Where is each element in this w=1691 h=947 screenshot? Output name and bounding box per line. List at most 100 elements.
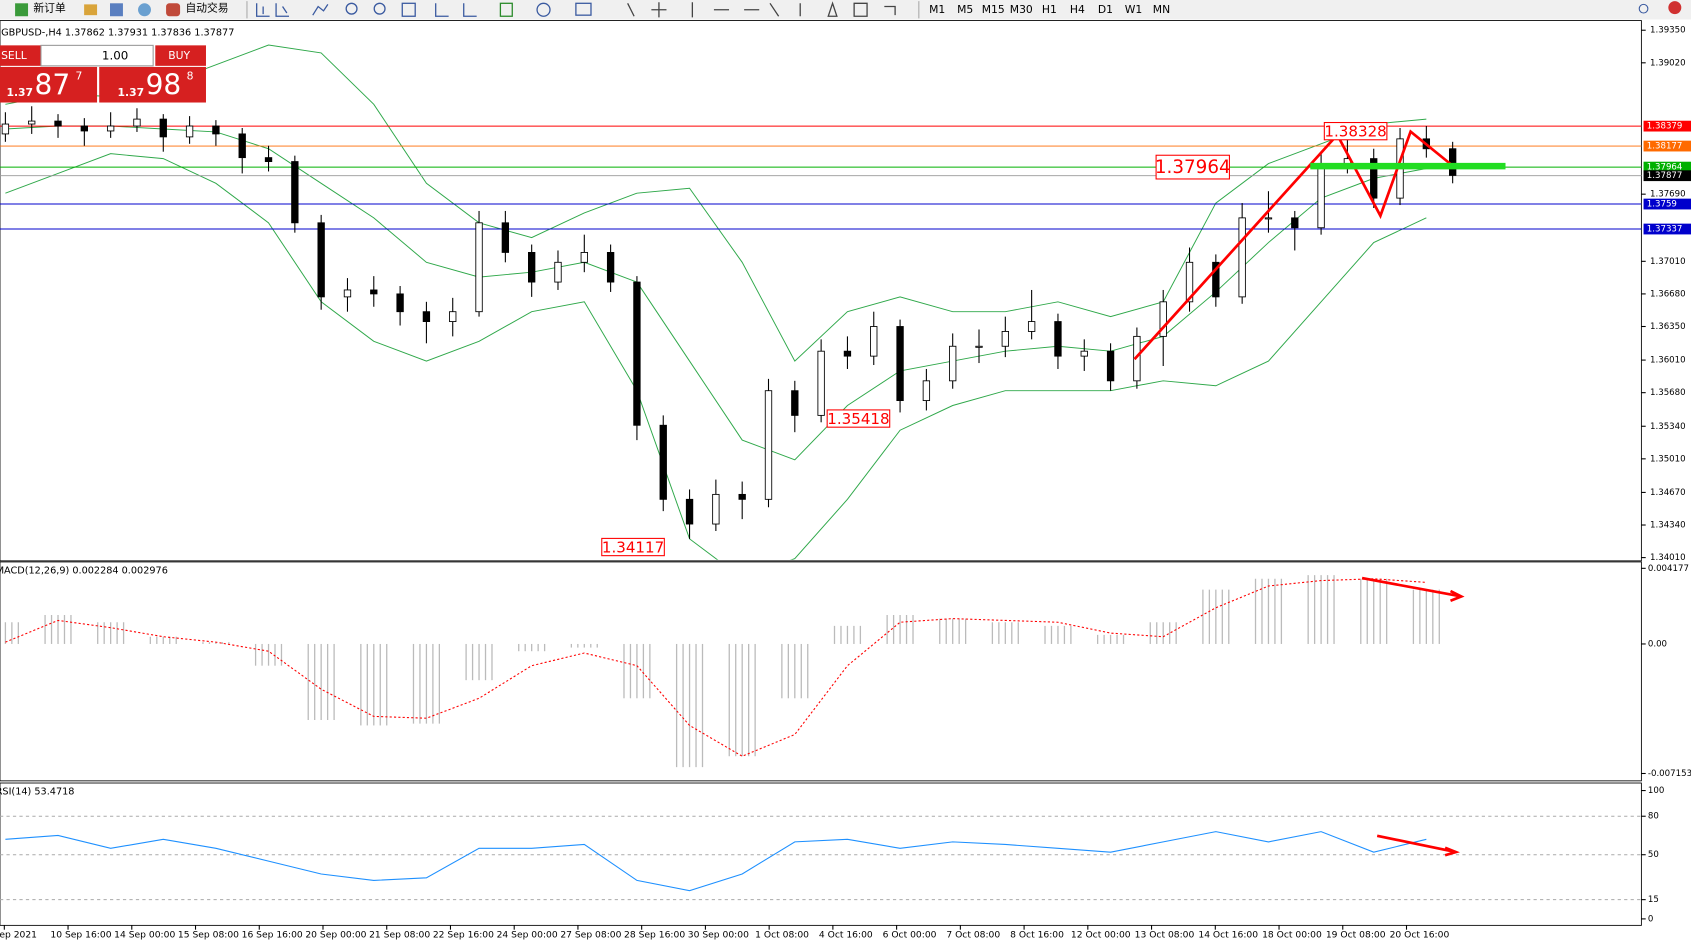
candle-body [764, 390, 773, 500]
new-order-icon[interactable] [15, 3, 29, 17]
notifications[interactable] [1668, 1, 1682, 15]
y-tick-label: 1.34340 [1650, 521, 1686, 531]
buy-price-big: 1.37 [118, 86, 145, 99]
x-tick-label: 10 Sep 16:00 [50, 930, 111, 941]
search[interactable] [1638, 3, 1649, 14]
x-tick-label: 4 Oct 16:00 [819, 930, 873, 941]
candle-body [580, 252, 588, 263]
sell-label[interactable]: SELL [1, 49, 27, 62]
candle-body [817, 350, 825, 416]
sell-price-frac: 7 [75, 70, 82, 83]
icon[interactable] [84, 4, 98, 16]
y-tick-label: 1.39350 [1650, 26, 1686, 36]
candle-body [554, 261, 562, 283]
new-order-button[interactable]: 新订单 [33, 2, 66, 15]
x-tick-label: 20 Sep 00:00 [305, 930, 366, 941]
x-tick-label: 24 Sep 00:00 [497, 930, 558, 941]
buy-label[interactable]: BUY [168, 49, 190, 62]
buy-price-frac: 8 [187, 70, 194, 83]
price-level-tag [1643, 161, 1691, 173]
candle-body [922, 380, 931, 402]
zoom-out[interactable] [373, 2, 386, 15]
candle-body [685, 498, 694, 525]
candle-body [791, 390, 799, 416]
timeframe-button[interactable]: D1 [1098, 3, 1113, 16]
candle-body [1159, 301, 1167, 337]
lots-box[interactable] [40, 44, 154, 67]
timeframe-button[interactable]: M30 [1010, 3, 1033, 16]
x-tick-label: 30 Sep 00:00 [688, 930, 749, 941]
x-tick-label: 7 Oct 08:00 [946, 930, 1000, 941]
icon[interactable] [138, 3, 151, 17]
price-annotation-box [826, 409, 891, 428]
indicators[interactable] [499, 2, 513, 17]
x-tick-label: 22 Sep 16:00 [433, 930, 494, 941]
buy-price-pips: 98 [146, 68, 182, 101]
candle-body [1448, 148, 1457, 176]
y-tick-label: 0 [1648, 914, 1653, 924]
candle-body [370, 289, 378, 295]
auto-trading-button[interactable]: 自动交易 [185, 2, 228, 15]
x-tick-label: 27 Sep 08:00 [560, 930, 621, 941]
macd-signal [5, 578, 1427, 757]
y-tick-label: 100 [1648, 786, 1664, 796]
candle-body [422, 311, 431, 322]
chart-type-icons[interactable] [256, 3, 329, 17]
axes: 1.39350 1.39020 1.37690 1.37010 1.36680 1.363… [0, 26, 1691, 941]
timeframe-button[interactable]: M5 [957, 3, 973, 16]
candle-body [133, 118, 141, 127]
macd-plot [4, 575, 1440, 768]
y-tick-label: 1.36010 [1650, 356, 1686, 366]
candle-body [528, 252, 536, 283]
x-tick-label: 1 Oct 08:00 [755, 930, 809, 941]
timeframe-button[interactable]: MN [1153, 3, 1170, 16]
drawing-tools[interactable] [627, 1, 896, 18]
price-annotation: 1.37964 [1155, 157, 1231, 178]
lots-value[interactable]: 1.00 [102, 49, 128, 63]
y-tick-label: 80 [1648, 812, 1659, 822]
periods[interactable] [536, 2, 551, 17]
rsi-header: RSI(14) 53.4718 [0, 787, 74, 798]
y-tick-label: 1.35010 [1650, 454, 1686, 464]
candle-body [343, 289, 352, 298]
y-tick-label: 1.35340 [1650, 422, 1686, 432]
auto-trading-icon[interactable] [166, 3, 181, 17]
candle-body [1106, 350, 1115, 382]
x-tick-label: 12 Oct 00:00 [1071, 930, 1131, 941]
sell-button[interactable] [0, 45, 41, 66]
timeframe-button[interactable]: H1 [1042, 3, 1057, 16]
timeframe-button[interactable]: W1 [1125, 3, 1142, 16]
y-tick-label: 50 [1648, 850, 1659, 860]
candle-body [1027, 321, 1036, 332]
tile[interactable] [401, 2, 416, 17]
candle-body [896, 326, 904, 402]
candle-body [1238, 217, 1246, 298]
divergence-arrow [1361, 576, 1462, 854]
timeframe-button[interactable]: H4 [1070, 3, 1085, 16]
candle-body [106, 125, 115, 132]
y-tick-label: 15 [1648, 895, 1659, 905]
main-plot [0, 44, 1642, 560]
price-level-label: 1.38379 [1647, 122, 1683, 132]
zoom-in[interactable] [345, 2, 358, 15]
icon[interactable] [110, 3, 123, 17]
price-annotation-box [1155, 154, 1230, 180]
price-level-label: 1.37337 [1647, 225, 1683, 235]
timeframe-button[interactable]: M1 [929, 3, 945, 16]
sell-price-box[interactable] [0, 66, 98, 103]
candle-body [264, 157, 273, 163]
y-tick-label: 1.39020 [1650, 58, 1686, 68]
drawn-trendlines [1133, 129, 1465, 857]
y-tick-label: 1.37690 [1650, 190, 1686, 200]
bollinger-lower [5, 153, 1427, 560]
buy-button[interactable] [155, 45, 206, 66]
templates[interactable] [575, 2, 592, 16]
x-tick-label: 6 Oct 00:00 [883, 930, 937, 941]
scroll-icons[interactable] [435, 3, 477, 17]
x-tick-label: 13 Oct 08:00 [1135, 930, 1195, 941]
buy-price-box[interactable] [99, 66, 206, 103]
timeframe-button[interactable]: M15 [982, 3, 1005, 16]
price-level-tag [1643, 170, 1691, 182]
